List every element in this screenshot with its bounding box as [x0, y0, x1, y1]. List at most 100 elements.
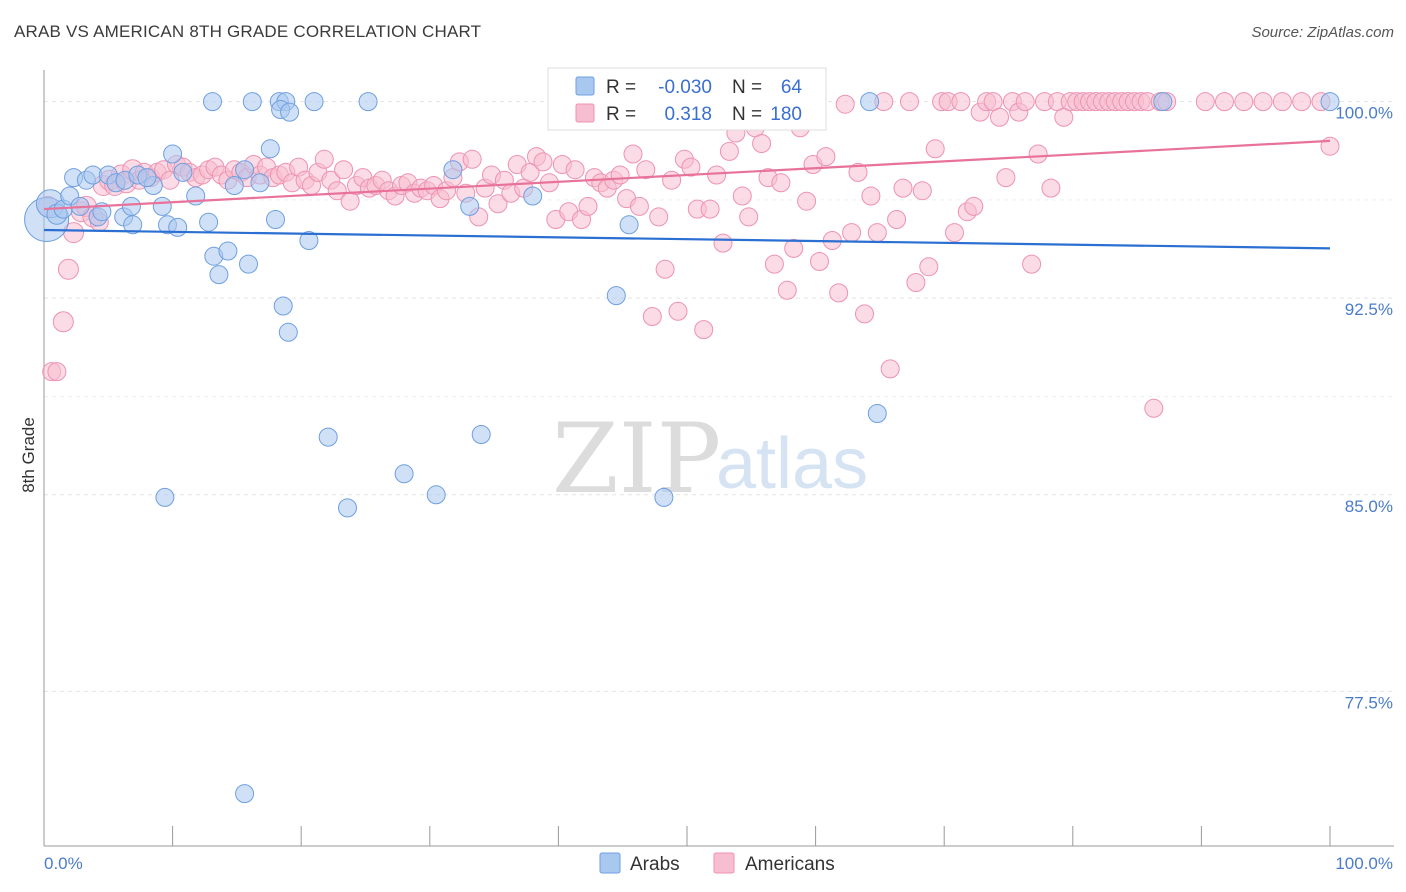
americans-point [861, 186, 881, 206]
arabs-point [358, 92, 378, 112]
americans-point [655, 259, 675, 279]
americans-point [893, 178, 913, 198]
legend-arabs-n-value: 64 [781, 77, 803, 98]
x-ticks [43, 826, 1331, 846]
arabs-point [152, 196, 172, 216]
americans-point [1272, 92, 1292, 112]
americans-point [1022, 254, 1042, 274]
americans-point [752, 134, 772, 153]
legend-arabs-n-label: N = [732, 77, 762, 98]
legend-americans-swatch [575, 103, 595, 123]
americans-point [764, 254, 784, 274]
americans-point [700, 199, 720, 219]
americans-point [777, 280, 797, 300]
grid-lines [44, 101, 1394, 692]
arabs-point [280, 102, 300, 122]
americans-point [1195, 92, 1215, 112]
arabs-point [471, 425, 491, 444]
americans-point [681, 157, 701, 177]
americans-point [314, 149, 334, 169]
watermark-zip: ZIP [552, 403, 721, 515]
legend-arabs-swatch [575, 76, 595, 96]
bottom-legend-arabs-swatch [599, 852, 621, 874]
americans-point [964, 196, 984, 216]
americans-point [1015, 92, 1035, 112]
americans-point [810, 252, 829, 271]
americans-point [912, 181, 932, 201]
americans-point [578, 196, 598, 216]
americans-point [880, 359, 900, 379]
americans-point [919, 257, 939, 277]
americans-point [707, 165, 727, 185]
arabs-point [235, 784, 255, 804]
americans-point [1292, 92, 1312, 112]
legend-americans-n-value: 180 [770, 104, 802, 125]
americans-point [713, 233, 733, 253]
arabs-point [123, 215, 143, 235]
americans-point [1215, 92, 1234, 112]
arabs-point [654, 487, 674, 507]
arabs-point [235, 160, 255, 180]
arabs-point [304, 92, 324, 112]
americans-point [1028, 144, 1048, 164]
arabs-points [24, 92, 1340, 804]
arabs-point [209, 265, 229, 285]
arabs-point [168, 217, 188, 237]
arabs-point [1153, 92, 1173, 112]
americans-point [327, 181, 347, 201]
americans-point [334, 160, 354, 180]
arabs-point [266, 210, 285, 229]
chart-title: ARAB VS AMERICAN 8TH GRADE CORRELATION C… [14, 22, 482, 41]
arabs-point [239, 254, 258, 274]
americans-point [771, 173, 791, 193]
americans-point [57, 258, 79, 280]
y-tick-label: 85.0% [1345, 497, 1393, 516]
arabs-point [137, 168, 157, 188]
arabs-point [606, 286, 626, 306]
x-tick-label-min: 0.0% [44, 854, 83, 873]
trend-lines [43, 139, 1331, 250]
americans-point [855, 304, 874, 324]
americans-point [642, 307, 662, 326]
arabs-trendline [43, 228, 1331, 250]
bottom-legend: Arabs Americans [599, 852, 835, 875]
americans-point [719, 141, 739, 161]
americans-point [816, 147, 836, 167]
americans-point [990, 107, 1009, 127]
americans-point [906, 273, 926, 292]
americans-point [945, 223, 964, 243]
arabs-point [155, 487, 175, 507]
arabs-point [250, 173, 270, 193]
americans-point [1144, 398, 1164, 418]
arabs-point [860, 92, 880, 112]
bottom-legend-americans-label: Americans [745, 854, 835, 875]
bottom-legend-arabs-label: Arabs [630, 854, 680, 875]
americans-point [47, 362, 67, 382]
arabs-point [318, 427, 338, 447]
americans-point [867, 223, 887, 243]
americans-point [629, 196, 649, 216]
americans-point [1320, 136, 1340, 156]
americans-point [829, 283, 849, 303]
y-tick-labels: 100.0% 92.5% 85.0% 77.5% [1335, 104, 1393, 713]
americans-point [462, 149, 482, 169]
arabs-point [278, 322, 298, 342]
y-tick-label: 92.5% [1345, 300, 1393, 319]
americans-point [1253, 92, 1273, 112]
americans-point [1234, 92, 1254, 112]
y-tick-label: 100.0% [1335, 104, 1393, 123]
arabs-point [199, 212, 219, 232]
americans-point [668, 301, 688, 321]
americans-point [694, 320, 714, 340]
arabs-point [523, 186, 543, 206]
americans-point [835, 94, 855, 114]
arabs-point [394, 464, 414, 484]
arabs-point [867, 404, 887, 423]
arabs-point [338, 498, 357, 518]
arabs-point [619, 215, 639, 235]
americans-trendline [43, 139, 1331, 211]
arabs-point [163, 144, 183, 164]
legend-americans-n-label: N = [732, 104, 762, 125]
arabs-point [242, 92, 262, 112]
